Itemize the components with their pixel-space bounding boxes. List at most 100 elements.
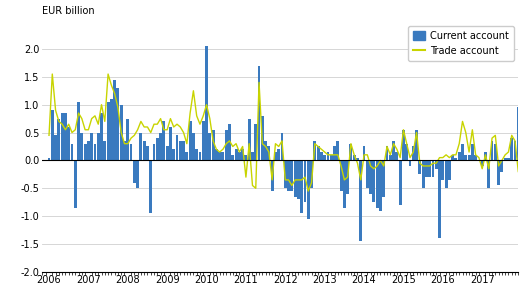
Bar <box>372 160 376 202</box>
Bar <box>149 160 152 213</box>
Bar <box>395 152 398 160</box>
Bar <box>251 152 254 160</box>
Bar <box>202 121 205 160</box>
Bar <box>490 141 494 160</box>
Bar <box>297 160 300 199</box>
Bar <box>362 146 366 160</box>
Bar <box>448 160 451 180</box>
Bar <box>471 144 474 160</box>
Bar <box>205 46 208 160</box>
Bar <box>356 158 359 160</box>
Bar <box>241 149 244 160</box>
Bar <box>107 102 110 160</box>
Bar <box>438 160 441 238</box>
Bar <box>261 116 264 160</box>
Bar <box>514 141 516 160</box>
Bar <box>198 152 202 160</box>
Bar <box>412 146 415 160</box>
Bar <box>185 152 188 160</box>
Bar <box>432 160 434 177</box>
Bar <box>392 141 395 160</box>
Bar <box>264 141 267 160</box>
Bar <box>238 152 241 160</box>
Bar <box>300 160 303 213</box>
Bar <box>425 160 428 177</box>
Bar <box>317 146 320 160</box>
Bar <box>140 133 142 160</box>
Bar <box>487 160 490 188</box>
Bar <box>435 160 437 169</box>
Bar <box>330 155 333 160</box>
Bar <box>274 152 277 160</box>
Bar <box>366 160 369 188</box>
Bar <box>133 160 136 183</box>
Bar <box>212 130 215 160</box>
Bar <box>510 138 513 160</box>
Bar <box>244 155 248 160</box>
Bar <box>166 146 169 160</box>
Bar <box>215 149 218 160</box>
Bar <box>346 160 349 194</box>
Bar <box>287 160 290 191</box>
Bar <box>94 144 96 160</box>
Bar <box>402 130 405 160</box>
Bar <box>277 149 280 160</box>
Bar <box>271 160 273 191</box>
Bar <box>159 133 162 160</box>
Bar <box>218 152 221 160</box>
Bar <box>517 108 519 160</box>
Bar <box>399 160 402 205</box>
Bar <box>408 160 412 166</box>
Bar <box>61 113 63 160</box>
Bar <box>228 124 231 160</box>
Bar <box>126 119 129 160</box>
Bar <box>428 160 431 177</box>
Bar <box>235 149 238 160</box>
Bar <box>143 141 145 160</box>
Bar <box>343 160 346 208</box>
Bar <box>136 160 139 188</box>
Bar <box>461 144 464 160</box>
Bar <box>182 141 185 160</box>
Bar <box>320 152 323 160</box>
Bar <box>70 144 74 160</box>
Bar <box>176 135 178 160</box>
Bar <box>304 160 306 202</box>
Bar <box>445 160 448 188</box>
Bar <box>64 113 67 160</box>
Bar <box>326 152 330 160</box>
Bar <box>313 141 316 160</box>
Bar <box>507 158 510 160</box>
Bar <box>350 144 352 160</box>
Bar <box>87 141 90 160</box>
Bar <box>280 133 284 160</box>
Bar <box>97 133 99 160</box>
Bar <box>458 152 461 160</box>
Bar <box>497 160 500 185</box>
Bar <box>310 160 313 188</box>
Bar <box>468 155 470 160</box>
Bar <box>418 160 421 174</box>
Legend: Current account, Trade account: Current account, Trade account <box>408 26 514 61</box>
Bar <box>369 160 372 194</box>
Bar <box>120 105 123 160</box>
Bar <box>48 158 50 160</box>
Bar <box>386 146 388 160</box>
Text: EUR billion: EUR billion <box>42 6 95 16</box>
Bar <box>376 160 379 208</box>
Bar <box>389 155 392 160</box>
Bar <box>382 160 385 197</box>
Bar <box>284 160 287 188</box>
Bar <box>162 121 166 160</box>
Bar <box>51 110 54 160</box>
Bar <box>340 160 342 191</box>
Bar <box>484 152 487 160</box>
Bar <box>405 144 408 160</box>
Bar <box>113 80 116 160</box>
Bar <box>116 88 120 160</box>
Bar <box>464 155 467 160</box>
Bar <box>169 127 172 160</box>
Bar <box>84 144 87 160</box>
Bar <box>474 155 477 160</box>
Bar <box>422 160 425 188</box>
